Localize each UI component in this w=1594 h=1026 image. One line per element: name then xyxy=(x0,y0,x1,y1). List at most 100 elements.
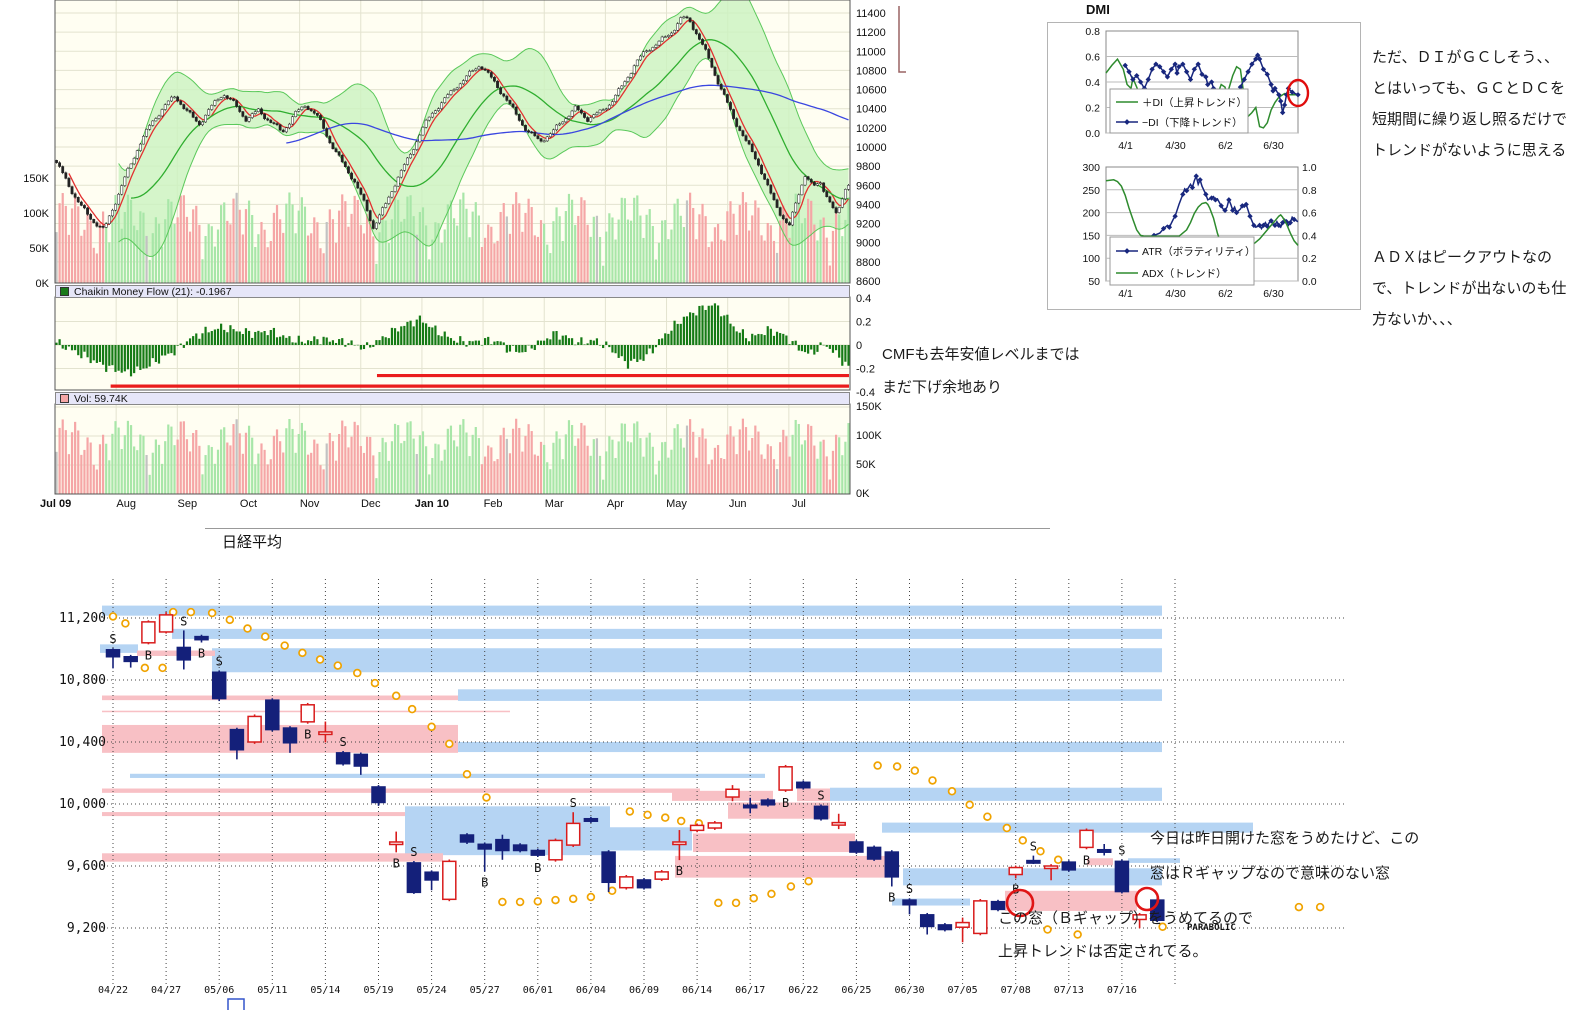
svg-text:0.4: 0.4 xyxy=(1085,77,1100,89)
svg-text:06/25: 06/25 xyxy=(841,985,871,996)
svg-text:150K: 150K xyxy=(23,173,49,185)
svg-text:1.0: 1.0 xyxy=(1302,162,1317,174)
svg-text:250: 250 xyxy=(1082,185,1100,197)
dmi-line-chart: 0.8 0.6 0.4 0.2 0.0 ＋DI（上昇トレンド） −DI（下降トレンド） 4/1… xyxy=(1085,26,1310,152)
weekly-candlestick-chart: 8600 8800 9000 9200 9400 9600 9800 10000 10200 10… xyxy=(23,0,906,510)
svg-text:05/11: 05/11 xyxy=(257,985,287,996)
svg-text:0.4: 0.4 xyxy=(1302,230,1317,242)
svg-text:10,400: 10,400 xyxy=(60,735,106,750)
svg-text:06/01: 06/01 xyxy=(523,985,553,996)
svg-text:PARABOLIC: PARABOLIC xyxy=(1187,923,1236,933)
svg-text:0K: 0K xyxy=(856,488,870,500)
svg-text:0.2: 0.2 xyxy=(1302,253,1317,265)
annotation-dmi-note: ただ、ＤＩがＧＣしそう、、 とはいっても、ＧＣとＤＣを 短期間に繰り返し照るだけ… xyxy=(1372,46,1567,170)
svg-text:9,200: 9,200 xyxy=(67,921,106,936)
svg-text:Mar: Mar xyxy=(545,498,564,510)
svg-text:0.0: 0.0 xyxy=(1302,276,1317,288)
svg-text:6/30: 6/30 xyxy=(1263,140,1284,152)
svg-text:S: S xyxy=(906,882,913,896)
svg-text:Nov: Nov xyxy=(300,498,320,510)
svg-text:4/1: 4/1 xyxy=(1118,140,1133,152)
svg-text:06/09: 06/09 xyxy=(629,985,659,996)
svg-text:10200: 10200 xyxy=(856,123,887,135)
svg-text:6/2: 6/2 xyxy=(1218,288,1233,300)
svg-text:0.2: 0.2 xyxy=(856,317,871,329)
daily-chart-title: 日経平均 xyxy=(222,534,283,551)
svg-text:10400: 10400 xyxy=(856,104,887,116)
svg-text:06/22: 06/22 xyxy=(788,985,818,996)
svg-text:8800: 8800 xyxy=(856,257,880,269)
svg-text:B: B xyxy=(304,728,311,742)
svg-text:S: S xyxy=(109,632,116,646)
svg-text:0.8: 0.8 xyxy=(1085,26,1100,38)
svg-text:9200: 9200 xyxy=(856,219,880,231)
svg-text:0.6: 0.6 xyxy=(1085,52,1100,64)
svg-text:ATR（ボラティリティ）: ATR（ボラティリティ） xyxy=(1142,246,1255,258)
svg-text:10000: 10000 xyxy=(856,142,887,154)
svg-text:05/06: 05/06 xyxy=(204,985,234,996)
svg-text:6/2: 6/2 xyxy=(1218,140,1233,152)
cmf-panel-header: Chaikin Money Flow (21): -0.1967 xyxy=(55,285,850,298)
cmf-legend-icon xyxy=(60,287,69,296)
annotation-line: 上昇トレンドは否定されてる。 xyxy=(998,943,1208,960)
annotation-line: この窓（Ｂギャップ）をうめてるので xyxy=(998,910,1254,927)
dmi-panel: 0.8 0.6 0.4 0.2 0.0 ＋DI（上昇トレンド） −DI（下降トレンド） 4/1… xyxy=(1047,22,1361,310)
annotation-gap-bottom: この窓（Ｂギャップ）をうめてるので 上昇トレンドは否定されてる。 xyxy=(998,907,1253,973)
annotation-cmf-note: CMFも去年安値レベルまでは まだ下げ余地あり xyxy=(882,343,1080,409)
annotation-line: 窓はＲギャップなので意味のない窓 xyxy=(1150,865,1391,882)
svg-text:B: B xyxy=(676,864,683,878)
svg-text:S: S xyxy=(216,654,223,668)
annotation-line: ＡＤＸはピークアウトなの xyxy=(1372,249,1553,266)
svg-text:S: S xyxy=(1030,840,1037,854)
svg-text:B: B xyxy=(393,856,400,870)
svg-text:100K: 100K xyxy=(856,430,882,442)
svg-text:07/05: 07/05 xyxy=(948,985,978,996)
svg-text:0.2: 0.2 xyxy=(1085,103,1100,115)
svg-text:0: 0 xyxy=(856,340,862,352)
volume-panel-header: Vol: 59.74K xyxy=(55,392,850,405)
svg-text:50K: 50K xyxy=(29,243,49,255)
svg-text:200: 200 xyxy=(1082,208,1100,220)
annotation-line: トレンドがないように思える xyxy=(1372,142,1567,159)
annotation-line: ただ、ＤＩがＧＣしそう、、 xyxy=(1372,49,1560,66)
svg-text:Jun: Jun xyxy=(729,498,747,510)
svg-text:-0.4: -0.4 xyxy=(856,387,875,399)
svg-text:6/30: 6/30 xyxy=(1263,288,1284,300)
annotation-line: 今日は昨日開けた窓をうめたけど、この xyxy=(1150,830,1420,847)
svg-text:50: 50 xyxy=(1088,276,1100,288)
svg-text:Jan 10: Jan 10 xyxy=(415,498,449,510)
svg-text:07/13: 07/13 xyxy=(1054,985,1084,996)
svg-text:0.6: 0.6 xyxy=(1302,208,1317,220)
svg-text:S: S xyxy=(410,845,417,859)
svg-text:11200: 11200 xyxy=(856,27,886,39)
volume-legend-label: Vol: 59.74K xyxy=(74,393,128,405)
svg-text:S: S xyxy=(180,614,187,628)
svg-text:05/19: 05/19 xyxy=(363,985,393,996)
svg-text:S: S xyxy=(570,796,577,810)
svg-text:11000: 11000 xyxy=(856,46,886,58)
svg-text:B: B xyxy=(534,861,541,875)
annotation-line: で、トレンドが出ないのも仕 xyxy=(1372,280,1567,297)
svg-text:10,000: 10,000 xyxy=(60,797,106,812)
svg-text:0K: 0K xyxy=(36,278,50,290)
svg-text:4/1: 4/1 xyxy=(1118,288,1133,300)
svg-text:150: 150 xyxy=(1082,230,1100,242)
annotation-line: CMFも去年安値レベルまでは xyxy=(882,346,1080,363)
svg-text:B: B xyxy=(888,890,895,904)
svg-text:May: May xyxy=(666,498,687,510)
svg-text:4/30: 4/30 xyxy=(1165,288,1186,300)
svg-text:S: S xyxy=(339,735,346,749)
svg-text:07/08: 07/08 xyxy=(1001,985,1031,996)
svg-text:B: B xyxy=(1083,853,1090,867)
svg-text:10,800: 10,800 xyxy=(60,673,106,688)
dmi-chart-title: DMI xyxy=(1086,2,1110,17)
svg-text:9,600: 9,600 xyxy=(67,859,106,874)
svg-text:05/24: 05/24 xyxy=(417,985,447,996)
svg-text:S: S xyxy=(1118,843,1125,857)
volume-legend-icon xyxy=(60,394,69,403)
annotation-line: 短期間に繰り返し照るだけで xyxy=(1372,111,1568,128)
svg-text:B: B xyxy=(782,796,789,810)
svg-text:06/17: 06/17 xyxy=(735,985,765,996)
